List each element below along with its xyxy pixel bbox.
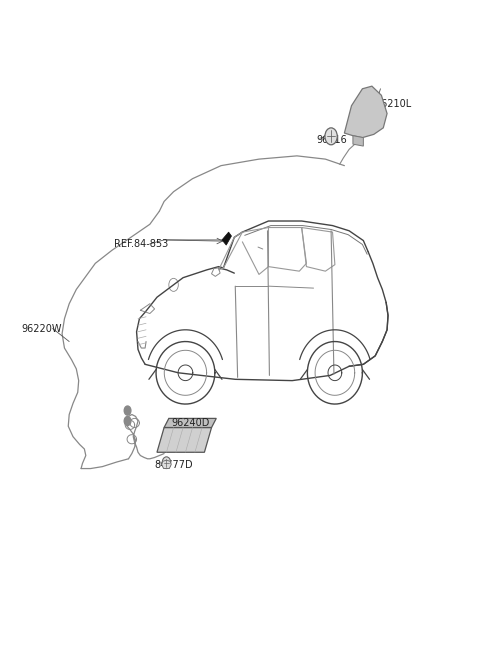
Text: 96220W: 96220W: [22, 323, 62, 334]
Text: 96240D: 96240D: [171, 418, 210, 428]
Polygon shape: [162, 460, 171, 468]
Text: 96210L: 96210L: [375, 99, 411, 109]
Circle shape: [325, 128, 337, 145]
Polygon shape: [353, 136, 363, 146]
Circle shape: [124, 406, 131, 415]
Text: 96216: 96216: [316, 135, 347, 145]
Polygon shape: [344, 86, 387, 137]
Polygon shape: [164, 419, 216, 428]
Polygon shape: [222, 232, 231, 245]
Circle shape: [124, 417, 131, 426]
Circle shape: [162, 457, 171, 468]
Polygon shape: [157, 428, 212, 452]
Text: REF.84-853: REF.84-853: [114, 238, 168, 249]
Text: 84777D: 84777D: [155, 461, 193, 470]
